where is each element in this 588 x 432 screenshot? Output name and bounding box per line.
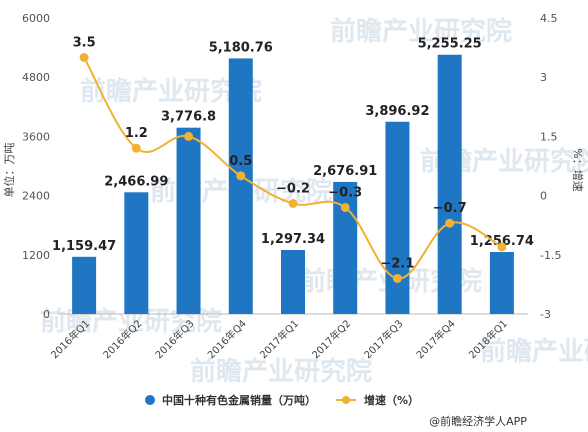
bar-value-label: 3,896.92 — [365, 104, 429, 119]
legend-line-marker — [342, 396, 350, 404]
watermarks: 前瞻产业研究院前瞻产业研究院前瞻产业研究院前瞻产业研究院前瞻产业研究院前瞻产业研… — [40, 16, 588, 387]
bar — [72, 256, 97, 314]
x-tick-label: 2017年Q4 — [413, 317, 457, 361]
line-series — [79, 52, 507, 283]
bar-value-label: 5,255.25 — [418, 37, 482, 52]
x-tick-label: 2017年Q2 — [309, 317, 353, 361]
bar-value-label: 3,776.8 — [161, 110, 216, 125]
line-point — [184, 131, 194, 141]
x-tick-label: 2017年Q1 — [257, 317, 301, 361]
bar-value-label: 1,256.74 — [470, 234, 534, 249]
bar — [281, 249, 305, 314]
left-tick-label: 6000 — [22, 12, 50, 25]
source-text: @前瞻经济学人APP — [429, 414, 527, 428]
right-tick-label: 3 — [540, 71, 547, 84]
bar — [124, 192, 149, 314]
left-tick-label: 4800 — [22, 71, 50, 84]
line-point — [79, 52, 89, 62]
line-value-label: −0.7 — [433, 201, 467, 216]
line-point — [340, 202, 350, 212]
right-tick-label: 0 — [540, 190, 547, 203]
bar-value-label: 1,297.34 — [261, 232, 325, 247]
right-axis: -3 -1.5 0 1.5 3 4.5 — [540, 12, 561, 321]
left-tick-label: 0 — [43, 308, 50, 321]
right-tick-label: -1.5 — [540, 249, 561, 262]
bar-value-label: 1,159.47 — [52, 239, 116, 254]
left-tick-label: 2400 — [22, 190, 50, 203]
line-labels: 3.5 1.2 0.5 −0.2 −0.3 −2.1 −0.7 — [73, 35, 467, 271]
line-point — [392, 273, 402, 283]
line-value-label: −0.2 — [276, 181, 310, 196]
line-value-label: −0.3 — [328, 185, 362, 200]
bar-labels: 1,159.47 2,466.99 3,776.8 5,180.76 1,297.34 2… — [52, 37, 534, 254]
line-point — [445, 218, 455, 228]
right-tick-label: 4.5 — [540, 12, 558, 25]
line-point — [236, 171, 246, 181]
right-axis-label: %：增速 — [571, 148, 585, 191]
left-tick-label: 3600 — [22, 130, 50, 143]
watermark-text: 前瞻产业研究院 — [480, 336, 588, 367]
left-axis-label: 单位：万吨 — [2, 143, 16, 198]
watermark-text: 前瞻产业研究院 — [190, 356, 372, 387]
legend-line-label: 增速（%） — [364, 393, 419, 407]
legend-bar-label: 中国十种有色金属销量（万吨） — [162, 393, 316, 407]
bar — [437, 54, 462, 315]
legend-bar-swatch — [145, 395, 155, 405]
bar — [489, 252, 514, 314]
right-tick-label: -3 — [540, 308, 551, 321]
bar — [333, 181, 358, 314]
x-tick-label: 2017年Q3 — [361, 317, 405, 361]
line-point — [288, 198, 298, 208]
watermark-text: 前瞻产业研究院 — [330, 16, 512, 47]
line-value-label: 3.5 — [73, 35, 96, 50]
legend: 中国十种有色金属销量（万吨） 增速（%） — [145, 393, 419, 407]
bar — [228, 58, 253, 315]
bar-value-label: 5,180.76 — [209, 40, 273, 55]
line-point — [497, 242, 507, 252]
left-axis: 0 1200 2400 3600 4800 6000 — [22, 12, 50, 321]
bar-value-label: 2,466.99 — [104, 174, 168, 189]
bar-value-label: 2,676.91 — [313, 164, 377, 179]
line-value-label: −2.1 — [380, 256, 414, 271]
line-point — [131, 143, 141, 153]
line-value-label: 0.5 — [229, 154, 252, 169]
line-value-label: 1.2 — [125, 126, 148, 141]
bar — [385, 121, 410, 314]
bar — [176, 127, 201, 315]
left-tick-label: 1200 — [22, 249, 50, 262]
right-tick-label: 1.5 — [540, 130, 558, 143]
